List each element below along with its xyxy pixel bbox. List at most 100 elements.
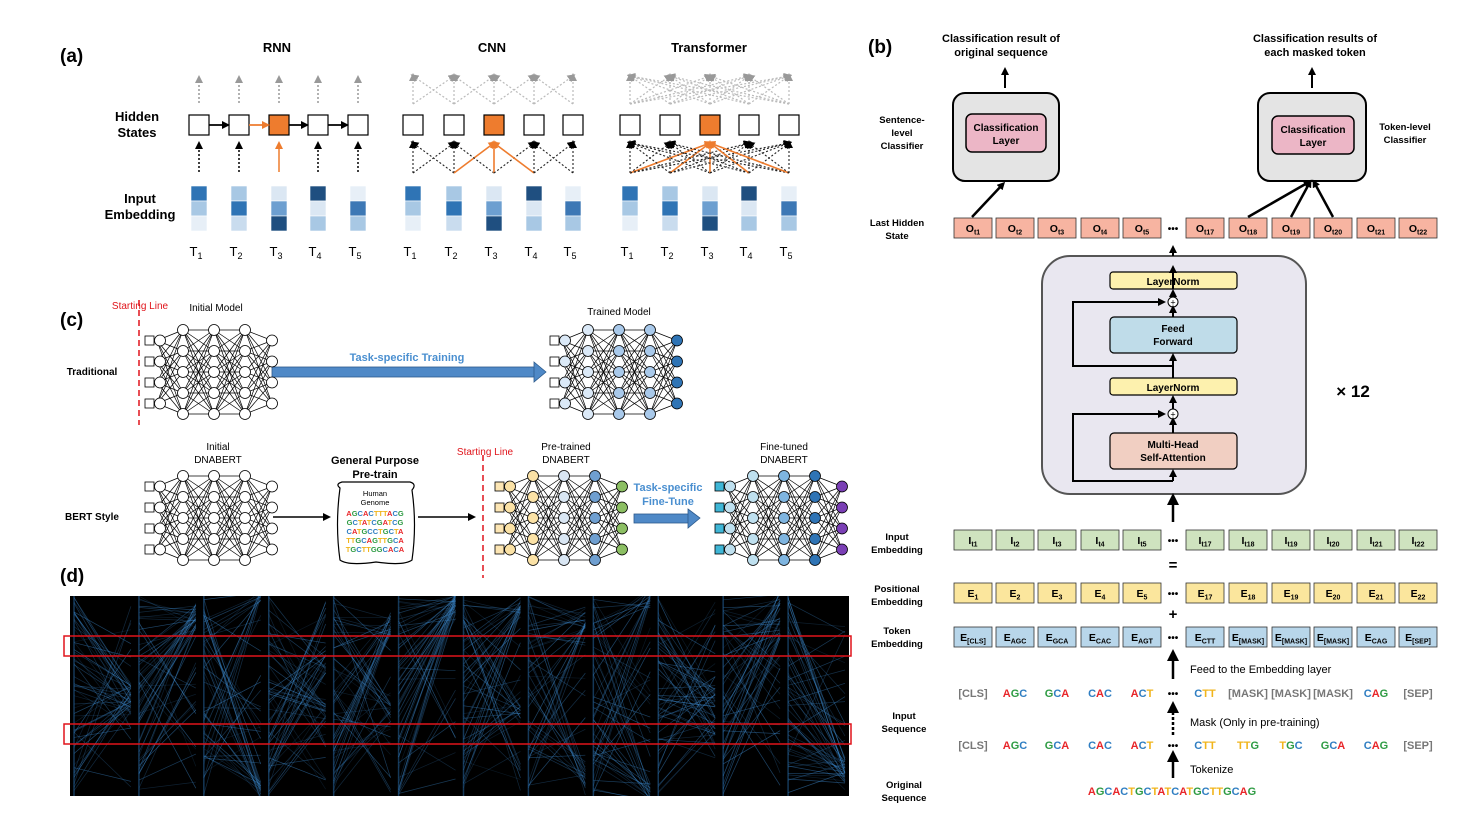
initial-model-edge bbox=[244, 382, 273, 415]
initial-model-node bbox=[239, 387, 251, 399]
pretrained-dnabert-edge bbox=[563, 517, 596, 561]
trained-model-node bbox=[671, 397, 683, 410]
trained-model-node bbox=[644, 324, 656, 336]
original-sequence-label-2: Sequence bbox=[882, 793, 927, 804]
input-sequence-label-1: Input bbox=[892, 711, 916, 722]
embedding-cell bbox=[525, 215, 543, 232]
initial-dnabert-input bbox=[144, 502, 155, 513]
positional-embedding-cell bbox=[995, 582, 1035, 604]
trained-model-edge bbox=[649, 340, 678, 394]
token-embedding-cell bbox=[1037, 626, 1077, 648]
original-token: TTG bbox=[1237, 740, 1259, 752]
genome-sequence-line: GCTATCGATCG bbox=[347, 518, 404, 527]
positional-embedding-cell bbox=[1080, 582, 1120, 604]
last-hidden-cell bbox=[1037, 217, 1077, 239]
initial-dnabert-edge bbox=[182, 475, 215, 519]
masked-token: AGC bbox=[1003, 688, 1028, 700]
token-embedding-cell bbox=[1228, 626, 1268, 648]
output-attention-line bbox=[627, 72, 790, 105]
last-hidden-cell bbox=[1271, 217, 1311, 239]
finetuned-dnabert-node bbox=[747, 491, 759, 503]
pretrained-dnabert-node bbox=[504, 543, 516, 556]
output-attention-line bbox=[451, 74, 495, 105]
positional-embedding-cell bbox=[1185, 582, 1225, 604]
hidden-state-box bbox=[699, 114, 721, 136]
finetuned-dnabert-node bbox=[724, 501, 736, 514]
pretrained-dnabert-edge bbox=[563, 475, 596, 540]
pretrained-dnabert-node bbox=[616, 480, 628, 493]
token-embedding-cell bbox=[1356, 626, 1396, 648]
last-hidden-cell bbox=[995, 217, 1035, 239]
arrow-ot19-to-classifier bbox=[1289, 179, 1312, 218]
embedding-cell bbox=[309, 200, 327, 217]
attention-line bbox=[627, 140, 750, 174]
hidden-state-box bbox=[443, 114, 465, 136]
attention-layer-4 bbox=[268, 596, 326, 796]
finetuned-dnabert-node bbox=[747, 554, 759, 566]
initial-model-node bbox=[154, 376, 166, 389]
svg-text:+: + bbox=[1170, 298, 1175, 308]
trained-model-edge bbox=[649, 340, 678, 415]
trained-model-edge bbox=[561, 350, 589, 404]
sentence-cls-layer-1: Classification bbox=[973, 123, 1038, 134]
token-embedding-cell-label: E[MASK] bbox=[1232, 632, 1264, 646]
pretrained-dnabert-node bbox=[527, 491, 539, 503]
attention-layer-9 bbox=[592, 596, 651, 796]
finetuned-dnabert-node bbox=[724, 522, 736, 535]
pretrained-dnabert-node bbox=[616, 522, 628, 535]
initial-dnabert-node bbox=[154, 543, 166, 556]
original-token: [SEP] bbox=[1403, 740, 1433, 752]
pretrained-dnabert-edge bbox=[563, 496, 596, 561]
input-embedding-cell-label: It22 bbox=[1411, 535, 1424, 549]
initial-dnabert-edge bbox=[182, 475, 215, 561]
panel-d-label: (d) bbox=[60, 566, 84, 587]
pretrained-dnabert-node bbox=[558, 554, 570, 566]
trained-model-node bbox=[613, 366, 625, 378]
finetune-arrow-head bbox=[687, 508, 701, 529]
genome-sequence-line: TTGCAGTTGCA bbox=[346, 536, 404, 545]
panel-b-label: (b) bbox=[868, 37, 892, 58]
trained-model-label: Trained Model bbox=[587, 307, 651, 318]
embedding-cell bbox=[621, 200, 639, 217]
last-hidden-cell bbox=[1080, 217, 1120, 239]
human-genome-blob bbox=[336, 481, 416, 565]
token-cls-layer-2: Layer bbox=[1300, 138, 1327, 149]
token-label: T2 bbox=[445, 244, 458, 261]
finetuned-dnabert-node bbox=[778, 554, 790, 566]
original-token: TGC bbox=[1279, 740, 1302, 752]
token-embedding-cell bbox=[1271, 626, 1311, 648]
pretrained-dnabert-node bbox=[504, 501, 516, 514]
attention-line bbox=[627, 141, 671, 174]
initial-dnabert-node bbox=[177, 512, 189, 524]
finetuned-dnabert-node bbox=[836, 480, 848, 493]
input-embedding-cell-label: It20 bbox=[1326, 535, 1339, 549]
finetuned-label-2: DNABERT bbox=[760, 455, 808, 466]
initial-dnabert-node bbox=[239, 512, 251, 524]
pretrained-dnabert-edge bbox=[594, 486, 623, 540]
initial-model-node bbox=[154, 334, 166, 347]
hidden-state-box bbox=[347, 114, 369, 136]
positional-embedding-cell bbox=[1356, 582, 1396, 604]
last-hidden-cell-label: Ot19 bbox=[1282, 223, 1300, 237]
input-embedding-cell-label: It4 bbox=[1095, 535, 1104, 549]
feed-forward-1: Feed bbox=[1161, 324, 1184, 335]
tokenize-label: Tokenize bbox=[1190, 764, 1233, 776]
embedding-cell bbox=[309, 185, 327, 202]
hidden-state-box bbox=[268, 114, 290, 136]
attention-visualization bbox=[70, 596, 849, 796]
pretrained-label-1: Pre-trained bbox=[541, 442, 590, 453]
initial-dnabert-input bbox=[144, 544, 155, 555]
hidden-state-box bbox=[523, 114, 545, 136]
genome-sequence-line: AGCACTTTACG bbox=[346, 509, 404, 518]
embedding-cell bbox=[270, 185, 288, 202]
panel-a-label: (a) bbox=[60, 46, 83, 67]
trained-model-edge bbox=[618, 329, 651, 415]
token-embedding-cell-label: EAGC bbox=[1004, 632, 1027, 646]
finetuned-dnabert-edge bbox=[814, 486, 843, 540]
initial-dnabert-node bbox=[154, 480, 166, 493]
last-hidden-2: State bbox=[885, 231, 908, 242]
initial-dnabert-edge bbox=[182, 517, 215, 561]
mhsa-1: Multi-Head bbox=[1147, 440, 1198, 451]
embedding-cell bbox=[780, 215, 798, 232]
